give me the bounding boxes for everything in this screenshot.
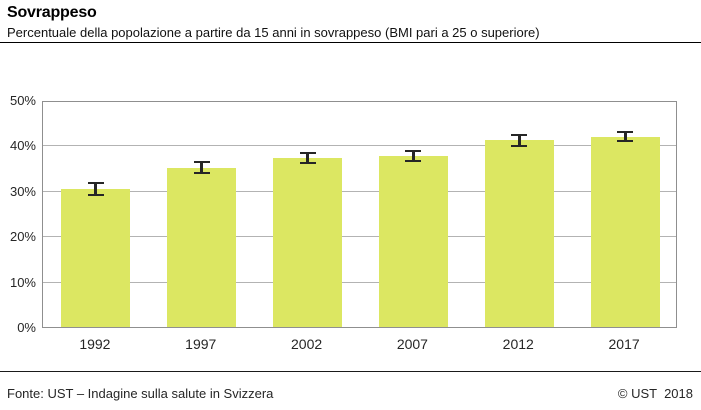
bar-2007: [378, 156, 448, 327]
y-axis-tick-label-20: 20%: [9, 229, 36, 245]
x-axis-label-2017: 2017: [608, 336, 640, 352]
bar-1992: [61, 189, 131, 327]
error-bar-2012: [511, 133, 528, 147]
gridline-20: [43, 236, 676, 238]
x-axis-label-2012: 2012: [502, 336, 534, 352]
error-bar-1992: [87, 182, 104, 197]
y-axis-tick-label-0: 0%: [17, 320, 36, 335]
bar-2017: [590, 136, 660, 327]
plot-area: [42, 101, 677, 328]
header-divider: [0, 42, 701, 43]
error-bar-1997: [193, 161, 210, 175]
error-bar-2002: [299, 152, 316, 165]
x-axis-label-2007: 2007: [396, 336, 428, 352]
y-axis-tick-label-10: 10%: [9, 274, 36, 290]
page-title: Sovrappeso: [7, 4, 97, 21]
gridline-30: [43, 190, 676, 192]
gridline-40: [43, 145, 676, 147]
error-bar-2017: [617, 131, 634, 143]
y-axis-tick-label-40: 40%: [9, 138, 36, 154]
x-axis-label-1997: 1997: [185, 336, 217, 352]
x-axis-label-2002: 2002: [291, 336, 323, 352]
y-axis-tick-label-50: 50%: [9, 93, 36, 108]
x-axis-label-1992: 1992: [79, 336, 111, 352]
bar-2002: [273, 158, 343, 327]
footer-divider: [0, 371, 701, 372]
error-bar-2007: [405, 150, 422, 163]
source-text: Fonte: UST – Indagine sulla salute in Sv…: [7, 386, 274, 401]
copyright-text: © UST 2018: [617, 386, 693, 401]
gridline-10: [43, 281, 676, 283]
bar-1997: [167, 167, 237, 327]
chart-subtitle: Percentuale della popolazione a partire …: [7, 25, 540, 40]
y-axis-tick-label-30: 30%: [9, 183, 36, 199]
bar-2012: [484, 140, 554, 327]
